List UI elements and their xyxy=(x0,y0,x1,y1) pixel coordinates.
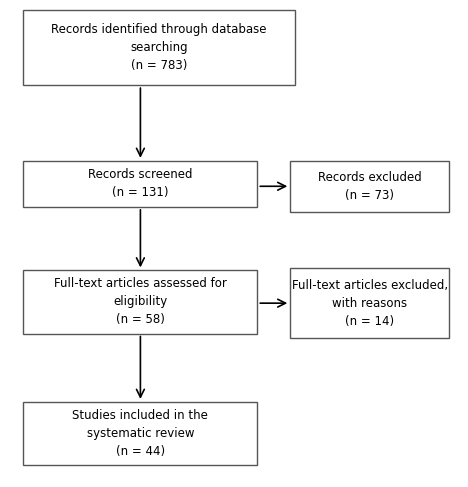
Text: Records excluded
(n = 73): Records excluded (n = 73) xyxy=(318,171,422,202)
Text: Full-text articles assessed for
eligibility
(n = 58): Full-text articles assessed for eligibil… xyxy=(54,278,227,326)
Text: Records identified through database
searching
(n = 783): Records identified through database sear… xyxy=(51,23,267,72)
Text: Studies included in the
systematic review
(n = 44): Studies included in the systematic revie… xyxy=(73,409,208,458)
FancyBboxPatch shape xyxy=(290,268,449,338)
Text: Full-text articles excluded,
with reasons
(n = 14): Full-text articles excluded, with reason… xyxy=(292,279,448,328)
FancyBboxPatch shape xyxy=(23,10,295,85)
Text: Records screened
(n = 131): Records screened (n = 131) xyxy=(88,169,193,199)
FancyBboxPatch shape xyxy=(23,270,257,334)
FancyBboxPatch shape xyxy=(290,161,449,212)
FancyBboxPatch shape xyxy=(23,402,257,465)
FancyBboxPatch shape xyxy=(23,161,257,207)
